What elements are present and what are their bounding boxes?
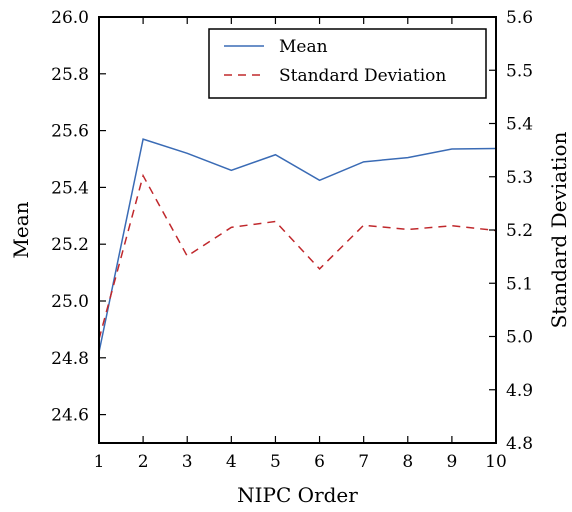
legend-label-mean: Mean: [279, 37, 328, 57]
legend-label-standard-deviation: Standard Deviation: [279, 66, 446, 86]
x-tick-label: 6: [314, 452, 325, 472]
y-left-tick-label: 24.8: [51, 349, 89, 369]
y-axis-left-label: Mean: [9, 201, 33, 258]
x-tick-label: 9: [446, 452, 457, 472]
x-axis-label: NIPC Order: [237, 483, 358, 507]
x-tick-label: 5: [270, 452, 281, 472]
axis-ticks: 1 2 3 4 5 6 7 8 9 10 24.6 24.8 25.0 25.2 25.4 25.6 25.8 2…: [51, 8, 533, 472]
x-tick-label: 10: [485, 452, 507, 472]
y-right-tick-label: 4.9: [506, 381, 533, 401]
y-axis-right-label: Standard Deviation: [547, 131, 571, 328]
y-right-tick-label: 5.5: [506, 61, 533, 81]
legend-box: [208, 28, 487, 99]
y-right-tick-label: 5.3: [506, 168, 533, 188]
x-tick-label: 4: [226, 452, 237, 472]
y-left-tick-label: 25.6: [51, 122, 89, 142]
legend: Mean Standard Deviation: [208, 28, 487, 99]
y-right-tick-label: 4.8: [506, 434, 533, 454]
y-right-tick-label: 5.4: [506, 115, 533, 135]
plot-area: [98, 138, 497, 353]
x-tick-label: 2: [138, 452, 149, 472]
x-tick-label: 8: [402, 452, 413, 472]
y-left-tick-label: 25.8: [51, 65, 89, 85]
x-tick-label: 7: [358, 452, 369, 472]
y-left-tick-label: 25.0: [51, 292, 89, 312]
x-tick-label: 1: [94, 452, 105, 472]
series-line-mean: [98, 138, 497, 353]
y-right-tick-label: 5.1: [506, 274, 533, 294]
y-right-tick-label: 5.0: [506, 328, 533, 348]
x-tick-label: 3: [182, 452, 193, 472]
y-left-tick-label: 25.4: [51, 178, 89, 198]
y-right-tick-label: 5.2: [506, 221, 533, 241]
y-right-tick-label: 5.6: [506, 8, 533, 28]
y-left-tick-label: 26.0: [51, 8, 89, 28]
y-left-tick-label: 25.2: [51, 235, 89, 255]
y-left-tick-label: 24.6: [51, 406, 89, 426]
series-line-standard-deviation: [98, 173, 497, 340]
